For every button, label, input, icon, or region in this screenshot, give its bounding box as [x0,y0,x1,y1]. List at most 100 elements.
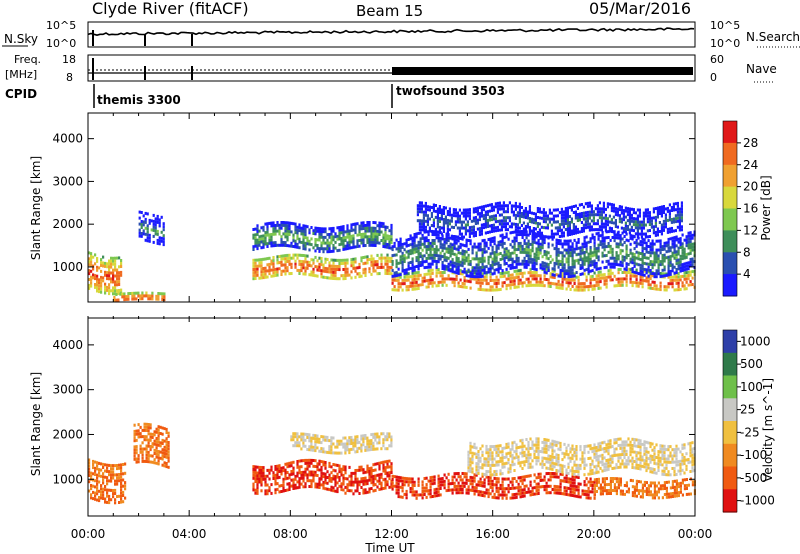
heatmap-cell [497,267,500,271]
power-y-axis-label: Slant Range [km] [29,156,43,260]
heatmap-cell [116,268,119,272]
heatmap-cell [158,218,161,222]
heatmap-cell [342,242,345,246]
heatmap-cell [549,281,552,285]
heatmap-cell [543,235,546,239]
heatmap-cell [376,238,379,242]
heatmap-cell [395,262,398,266]
heatmap-cell [591,236,594,240]
heatmap-cell [661,245,664,249]
heatmap-cell [300,438,303,442]
heatmap-cell [505,235,508,239]
heatmap-cell [270,244,273,248]
heatmap-cell [409,480,412,484]
heatmap-cell [113,298,116,302]
heatmap-cell [523,281,526,285]
heatmap-cell [552,214,555,218]
heatmap-cell [318,449,321,453]
heatmap-cell [376,263,379,267]
heatmap-cell [603,236,606,240]
heatmap-cell [643,279,646,283]
heatmap-cell [660,232,663,236]
heatmap-cell [360,434,363,438]
heatmap-cell [358,239,361,242]
heatmap-cell [116,476,119,480]
heatmap-cell [579,264,582,268]
heatmap-cell [330,229,333,233]
heatmap-cell [356,239,359,243]
heatmap-cell [334,268,337,271]
heatmap-cell [589,240,592,244]
heatmap-cell [541,237,544,241]
heatmap-cell [556,229,559,233]
heatmap-cell [388,272,391,276]
heatmap-cell [458,208,461,212]
heatmap-cell [110,479,113,483]
heatmap-cell [427,239,430,242]
heatmap-cell [435,284,438,288]
y-tick-label: 3000 [52,174,83,188]
heatmap-cell [433,491,436,495]
heatmap-cell [415,247,418,251]
heatmap-cell [380,259,383,263]
heatmap-cell [352,480,355,484]
heatmap-cell [374,241,377,245]
heatmap-cell [417,483,420,487]
heatmap-cell [588,222,591,226]
heatmap-cell [96,486,99,490]
heatmap-cell [489,492,492,496]
heatmap-cell [266,227,269,231]
heatmap-cell [320,235,323,239]
heatmap-cell [368,267,371,271]
heatmap-cell [298,262,301,266]
heatmap-cell [352,260,355,264]
heatmap-cell [280,235,283,239]
heatmap-cell [417,255,420,259]
heatmap-cell [162,222,165,226]
heatmap-cell [624,215,627,219]
heatmap-cell [461,261,464,265]
heatmap-cell [330,445,333,449]
heatmap-cell [455,256,458,260]
heatmap-cell [106,265,109,269]
heatmap-cell [549,260,552,264]
heatmap-cell [675,268,678,271]
heatmap-cell [366,235,369,239]
heatmap-cell [493,236,496,240]
heatmap-cell [469,286,472,290]
heatmap-cell [94,262,97,266]
heatmap-cell [330,249,333,253]
heatmap-cell [378,487,381,491]
heatmap-cell [631,255,634,259]
heatmap-cell [336,237,339,241]
heatmap-cell [453,488,456,492]
heatmap-cell [120,488,123,492]
heatmap-cell [274,491,277,495]
heatmap-cell [544,226,547,230]
heatmap-cell [165,449,168,453]
heatmap-cell [288,476,291,480]
heatmap-cell [613,233,616,237]
heatmap-cell [430,224,433,227]
heatmap-cell [615,254,618,258]
heatmap-cell [274,241,277,245]
heatmap-cell [162,237,165,241]
heatmap-cell [421,483,424,487]
heatmap-cell [421,486,424,490]
heatmap-cell [446,227,449,231]
heatmap-cell [508,225,511,229]
heatmap-cell [157,462,160,466]
heatmap-cell [262,466,265,470]
heatmap-cell [539,242,542,246]
heatmap-cell [314,229,317,233]
heatmap-cell [504,222,507,226]
heatmap-cell [316,434,319,438]
heatmap-cell [589,252,592,255]
heatmap-cell [346,241,349,245]
heatmap-cell [296,465,299,469]
heatmap-cell [354,471,357,475]
heatmap-cell [689,237,692,241]
heatmap-cell [148,221,151,225]
heatmap-cell [429,482,432,486]
heatmap-cell [96,257,99,260]
